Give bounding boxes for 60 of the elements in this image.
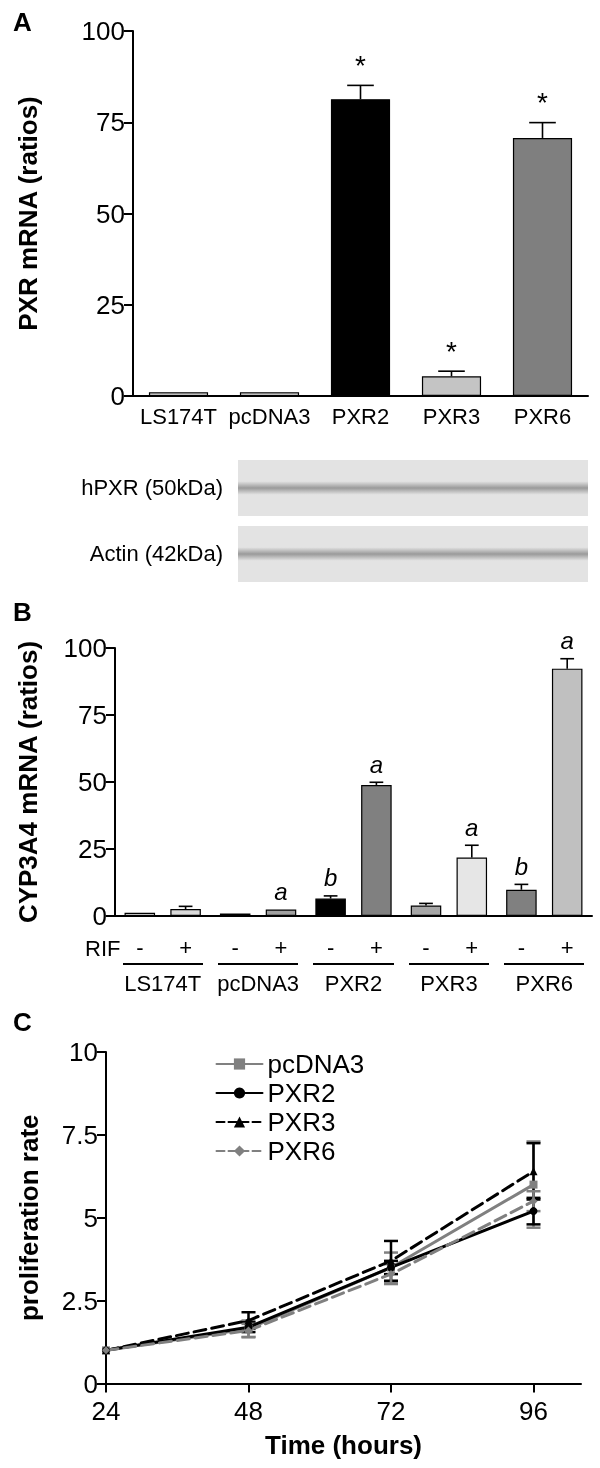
x-tick-label: PXR6: [513, 403, 572, 429]
y-axis-title: CYP3A4 mRNA (ratios): [13, 640, 43, 924]
legend-label: PXR2: [267, 1078, 336, 1108]
x-tick-label: LS174T: [124, 970, 202, 996]
text: -: [326, 934, 335, 960]
text: Actin (42kDa): [88, 540, 223, 568]
y-axis-title: proliferation rate: [14, 1114, 44, 1322]
y-tick-label: 7.5: [61, 1119, 98, 1150]
data-label: b: [514, 852, 529, 880]
chart-title: A: [13, 7, 32, 37]
text: +: [465, 934, 479, 960]
data-label: a: [369, 750, 384, 778]
data-label: *: [446, 335, 458, 367]
legend-label: PXR3: [267, 1107, 336, 1137]
y-axis-title: PXR mRNA (ratios): [13, 96, 43, 331]
text: +: [274, 934, 288, 960]
chart-title: B: [13, 597, 32, 627]
data-label: a: [274, 878, 288, 906]
text: -: [517, 934, 526, 960]
x-tick-label: PXR3: [420, 970, 478, 996]
text: +: [369, 934, 383, 960]
x-tick-label: 72: [376, 1395, 406, 1426]
y-tick-label: 100: [81, 16, 125, 46]
text: +: [560, 934, 574, 960]
x-tick-label: 48: [234, 1395, 263, 1426]
x-tick-label: PXR3: [422, 403, 481, 429]
x-axis-title: Time (hours): [265, 1429, 422, 1460]
data-label: *: [355, 49, 367, 81]
legend-label: PXR6: [267, 1136, 336, 1166]
series-label: -: [136, 934, 144, 960]
y-tick-label: 25: [96, 289, 125, 320]
data-label: a: [560, 627, 574, 655]
y-tick-label: 0: [110, 381, 125, 411]
text: -: [422, 934, 430, 960]
legend-label: pcDNA3: [267, 1049, 365, 1079]
series-label: +: [179, 934, 193, 960]
data-label: b: [323, 864, 338, 892]
y-tick-label: 0: [92, 901, 107, 931]
y-tick-label: 50: [78, 767, 107, 797]
y-tick-label: 25: [78, 834, 107, 864]
data-label: a: [465, 813, 479, 841]
legend-title: RIF: [85, 935, 121, 961]
x-tick-label: pcDNA3: [217, 970, 300, 996]
y-tick-label: 75: [78, 700, 107, 730]
y-tick-label: 10: [69, 1037, 98, 1067]
data-label: *: [537, 87, 549, 119]
x-tick-label: 96: [519, 1395, 548, 1426]
y-tick-label: 2.5: [61, 1285, 98, 1316]
y-tick-label: 50: [96, 198, 125, 229]
text: hPXR (50kDa): [80, 474, 223, 502]
x-tick-label: PXR6: [515, 970, 574, 996]
y-tick-label: 5: [83, 1202, 98, 1233]
x-tick-label: PXR2: [331, 403, 390, 429]
x-tick-label: PXR2: [324, 970, 383, 996]
text: -: [231, 934, 239, 960]
chart-title: C: [13, 1007, 32, 1037]
y-tick-label: 100: [63, 633, 107, 663]
x-tick-label: pcDNA3: [228, 403, 311, 429]
x-tick-label: LS174T: [139, 403, 218, 429]
y-tick-label: 75: [96, 107, 125, 138]
